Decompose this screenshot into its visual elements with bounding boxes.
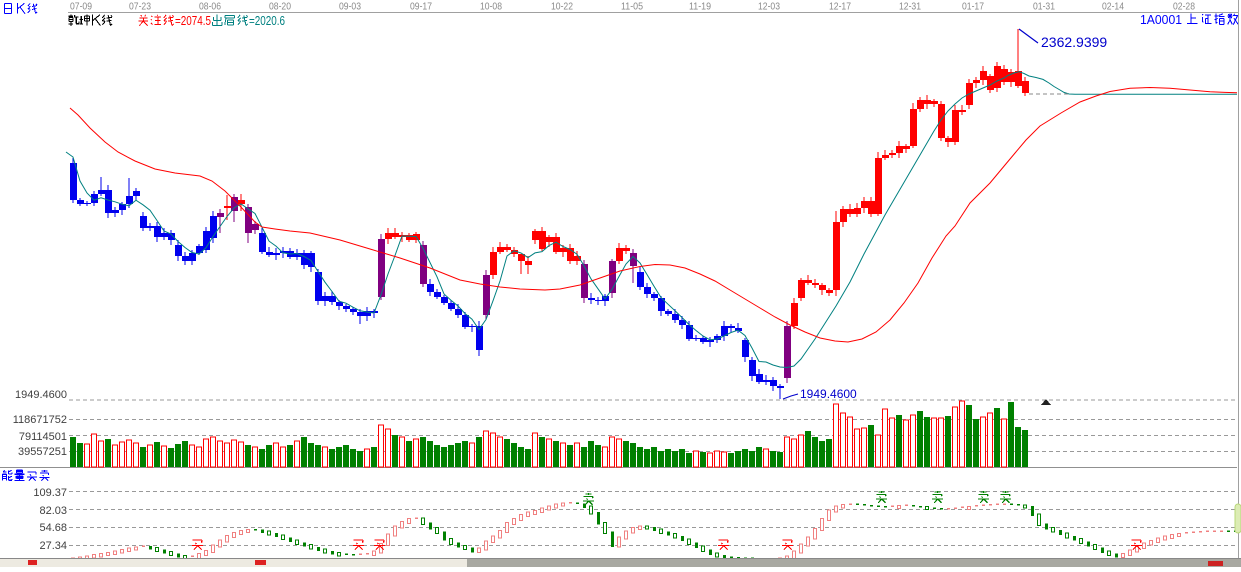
svg-text:118671752: 118671752 [13, 414, 67, 426]
svg-text:12-31: 12-31 [899, 1, 921, 13]
svg-text:11-05: 11-05 [621, 1, 643, 13]
svg-text:109.37: 109.37 [33, 487, 67, 499]
svg-text:11-19: 11-19 [689, 1, 711, 13]
svg-text:79114501: 79114501 [19, 431, 67, 443]
svg-text:12-03: 12-03 [758, 1, 780, 13]
svg-text:01-17: 01-17 [962, 1, 984, 13]
svg-text:=2074.5: =2074.5 [175, 14, 211, 28]
svg-text:1949.4600: 1949.4600 [800, 387, 857, 401]
svg-text:10-22: 10-22 [551, 1, 573, 13]
svg-text:08-06: 08-06 [199, 1, 221, 13]
svg-text:1949.4600: 1949.4600 [15, 389, 67, 401]
svg-text:39557251: 39557251 [18, 446, 67, 458]
svg-text:08-20: 08-20 [269, 1, 291, 13]
svg-text:12-17: 12-17 [829, 1, 851, 13]
svg-text:01-31: 01-31 [1033, 1, 1055, 13]
svg-text:82.03: 82.03 [39, 505, 67, 517]
svg-text:02-28: 02-28 [1173, 1, 1195, 13]
svg-text:1A0001: 1A0001 [1140, 12, 1182, 27]
svg-text:07-09: 07-09 [70, 1, 92, 13]
svg-text:2362.9399: 2362.9399 [1041, 34, 1107, 50]
svg-text:=2020.6: =2020.6 [249, 14, 285, 28]
svg-text:09-17: 09-17 [410, 1, 432, 13]
svg-text:09-03: 09-03 [339, 1, 361, 13]
svg-text:07-23: 07-23 [129, 1, 151, 13]
svg-text:10-08: 10-08 [480, 1, 502, 13]
svg-text:02-14: 02-14 [1102, 1, 1124, 13]
svg-text:27.34: 27.34 [39, 540, 67, 552]
svg-text:54.68: 54.68 [39, 522, 67, 534]
